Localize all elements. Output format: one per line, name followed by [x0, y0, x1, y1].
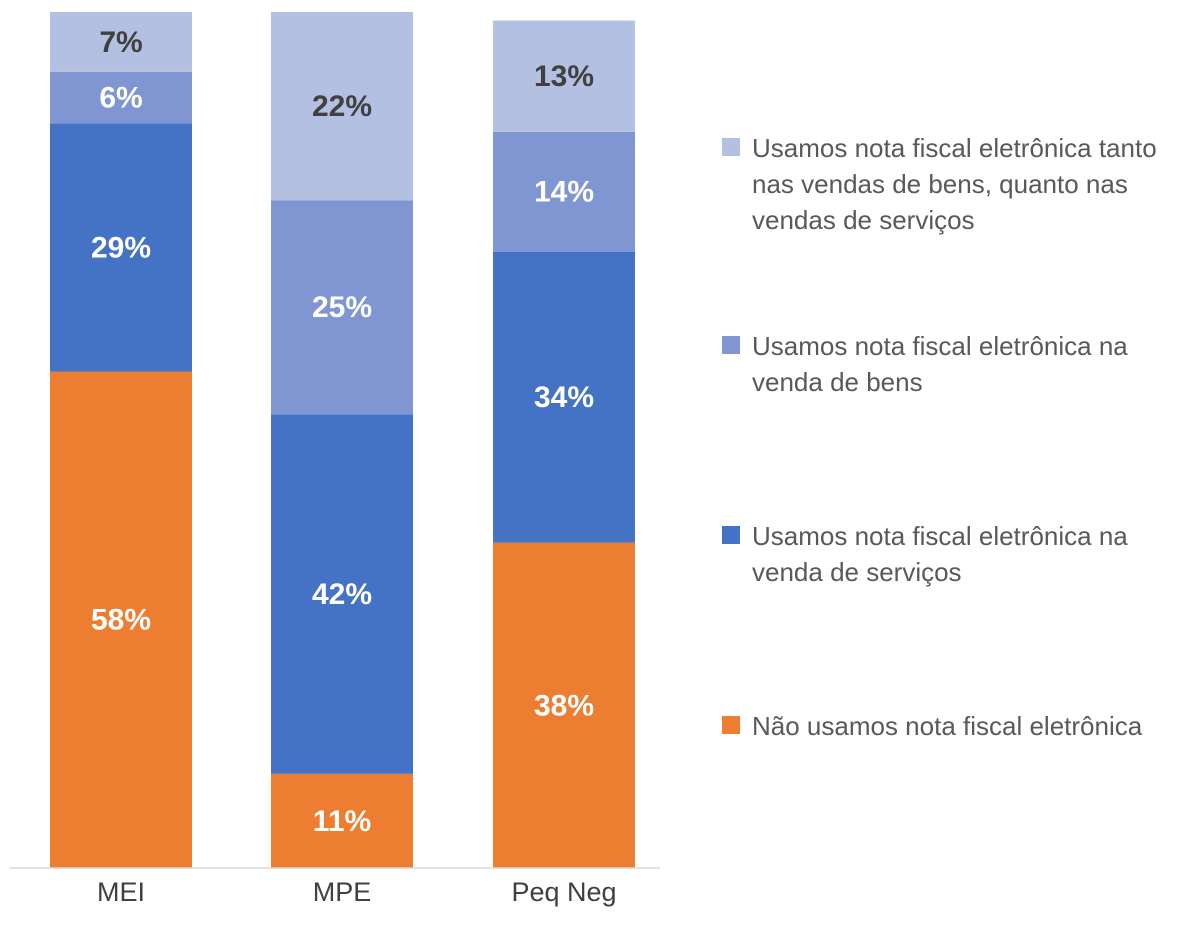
chart: 58% 29% 6% 7% MEI 11% 42% 25% 22% MPE 38% 34% 14% 13%…	[10, 12, 660, 907]
data-label: 25%	[312, 291, 372, 324]
data-label: 22%	[312, 90, 372, 123]
bar-segment	[50, 123, 192, 372]
data-label: 7%	[99, 26, 142, 59]
legend-item: Não usamos nota fiscal eletrônica	[722, 708, 1162, 744]
data-label: 6%	[99, 82, 142, 115]
data-label: 29%	[91, 231, 151, 264]
bar-segment	[50, 71, 192, 124]
legend-item: Usamos nota fiscal eletrônica na venda d…	[722, 328, 1162, 400]
data-label: 11%	[313, 805, 371, 838]
bar-segment	[271, 773, 413, 868]
bar-segment	[493, 20, 635, 132]
legend-item: Usamos nota fiscal eletrônica na venda d…	[722, 518, 1162, 590]
bar-segment	[50, 12, 192, 72]
bar-segment	[50, 371, 192, 868]
legend-swatch	[722, 716, 740, 734]
legend-swatch	[722, 138, 740, 156]
legend-label: Não usamos nota fiscal eletrônica	[752, 711, 1143, 741]
data-label: 42%	[312, 578, 372, 611]
legend-label: Usamos nota fiscal eletrônica na venda d…	[752, 521, 1128, 587]
legend-item: Usamos nota fiscal eletrônica tanto nas …	[722, 130, 1162, 238]
legend-label: Usamos nota fiscal eletrônica na venda d…	[752, 331, 1128, 397]
bar-segment	[271, 12, 413, 201]
bar-segment	[493, 131, 635, 252]
data-label: 38%	[534, 689, 594, 722]
data-label: 34%	[534, 381, 594, 414]
data-label: 13%	[534, 60, 594, 93]
data-label: 58%	[91, 604, 151, 637]
x-tick-label: Peq Neg	[511, 877, 616, 907]
x-tick-label: MEI	[97, 877, 145, 907]
legend-label: Usamos nota fiscal eletrônica tanto nas …	[752, 133, 1157, 235]
bar-segment	[271, 414, 413, 774]
x-tick-label: MPE	[313, 877, 372, 907]
legend-swatch	[722, 336, 740, 354]
legend-swatch	[722, 526, 740, 544]
bar-segment	[271, 200, 413, 415]
bar-segment	[493, 251, 635, 543]
data-label: 14%	[534, 176, 594, 209]
bar-segment	[493, 542, 635, 868]
